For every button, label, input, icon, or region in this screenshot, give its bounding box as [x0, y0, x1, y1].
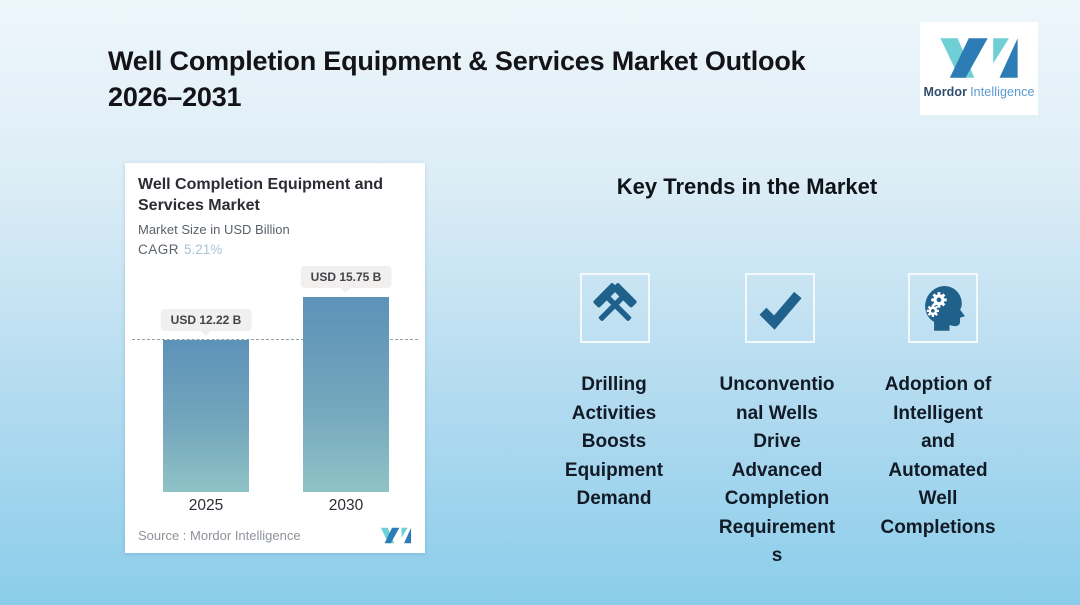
logo-text-light: Intelligence — [970, 85, 1035, 99]
trend-icon-box-drilling — [580, 273, 650, 343]
trend-label-unconventional: Unconventio nal Wells Drive Advanced Com… — [718, 374, 836, 566]
cagr-line: CAGR 5.21% — [138, 242, 222, 257]
mordor-intelligence-logo: Mordor Intelligence — [920, 22, 1038, 115]
baseline-dashed-line — [132, 339, 418, 340]
logo-wordmark: Mordor Intelligence — [923, 85, 1034, 99]
logo-text-bold: Mordor — [923, 85, 968, 99]
chart-subtitle: Market Size in USD Billion — [138, 222, 290, 237]
market-size-chart-card: Well Completion Equipment and Services M… — [125, 163, 425, 553]
bar-2030 — [303, 297, 389, 492]
chart-title: Well Completion Equipment and Services M… — [138, 176, 384, 214]
mordor-m-icon-small — [380, 527, 412, 544]
bar-chart: USD 12.22 B USD 15.75 B — [125, 224, 425, 492]
trend-label-drilling: Drilling Activities Boosts Equipment Dem… — [564, 374, 664, 509]
cagr-value: 5.21% — [184, 242, 223, 257]
axis-label-2030: 2030 — [328, 497, 364, 514]
value-label-2025: USD 12.22 B — [160, 309, 252, 331]
trend-icon-box-intelligent — [908, 273, 978, 343]
head-gears-icon — [925, 285, 965, 331]
source-row: Source : Mordor Intelligence — [138, 527, 412, 544]
trend-icon-box-unconventional — [745, 273, 815, 343]
source-text: Source : Mordor Intelligence — [138, 528, 301, 543]
cagr-label: CAGR — [138, 242, 180, 257]
page-title: Well Completion Equipment & Services Mar… — [108, 46, 806, 112]
checkmark-icon — [759, 291, 802, 330]
crossed-hammers-icon — [593, 283, 637, 321]
key-trends-heading: Key Trends in the Market — [616, 174, 878, 199]
trend-label-intelligent: Adoption of Intelligent and Automated We… — [880, 374, 996, 538]
mordor-m-icon — [940, 38, 1018, 78]
value-label-2030: USD 15.75 B — [300, 266, 392, 288]
axis-label-2025: 2025 — [188, 497, 224, 514]
bar-2025 — [163, 340, 249, 492]
